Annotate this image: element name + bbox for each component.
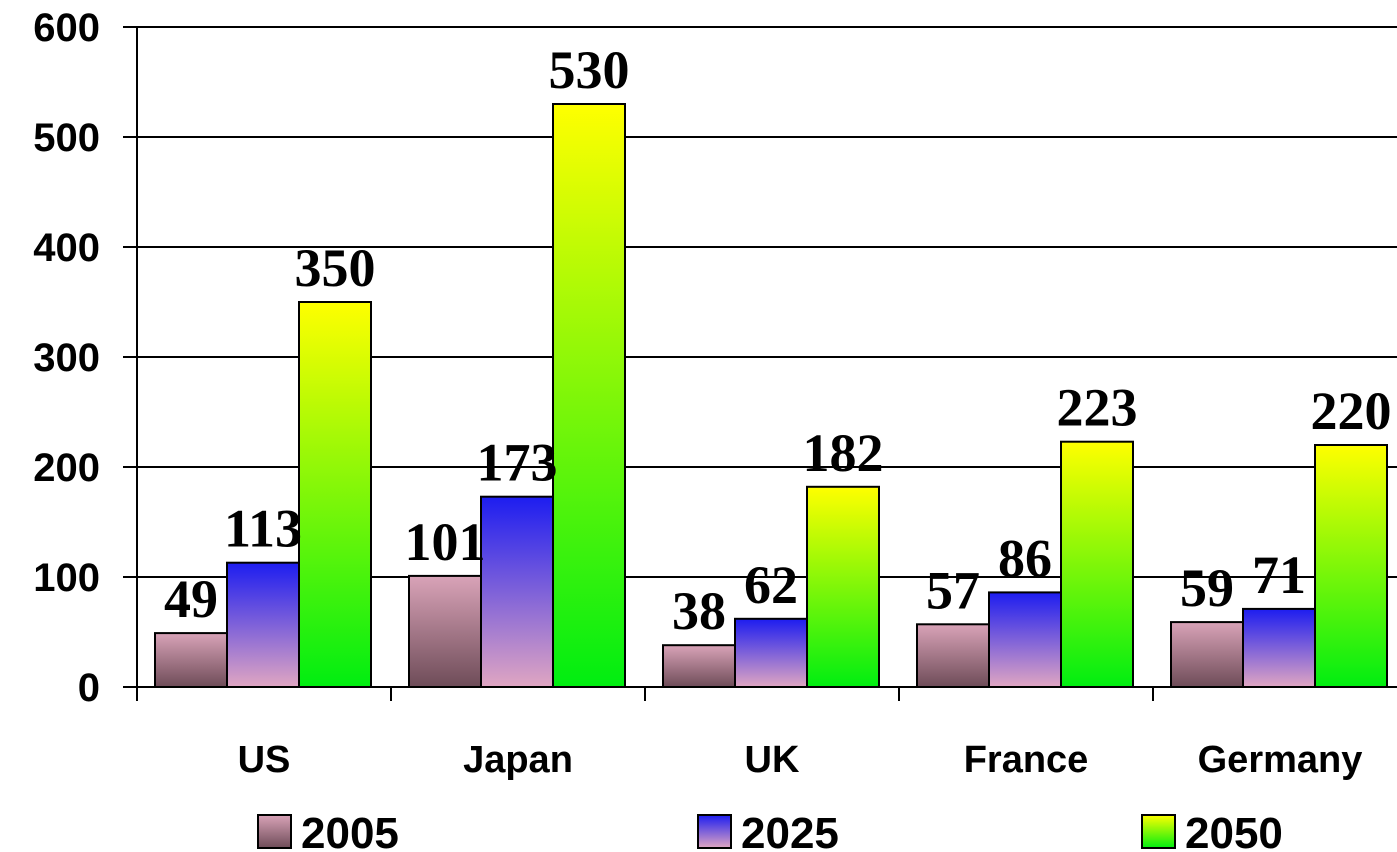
bar-uk-2025 (734, 617, 808, 688)
y-tick-label: 0 (78, 666, 100, 710)
data-label: 182 (803, 423, 884, 483)
data-label: 350 (295, 238, 376, 298)
data-label: 62 (744, 555, 798, 615)
legend-swatch-2025 (697, 814, 732, 849)
data-label: 101 (405, 512, 486, 572)
data-label: 49 (164, 569, 218, 629)
bar-japan-2050 (552, 103, 626, 688)
bar-france-2005 (916, 623, 990, 688)
bar-france-2025 (988, 591, 1062, 689)
bar-us-2050 (298, 301, 372, 688)
category-label: US (238, 739, 291, 781)
data-label: 530 (549, 40, 630, 100)
bar-uk-2050 (806, 485, 880, 688)
bar-germany-2025 (1242, 607, 1316, 689)
y-axis-ticks: 0 100 200 300 400 500 600 (33, 6, 100, 710)
y-tick-label: 300 (33, 336, 100, 380)
bar-germany-2050 (1314, 444, 1388, 688)
bar-us-2025 (226, 561, 300, 689)
bar-japan-2005 (408, 574, 482, 689)
data-label: 59 (1180, 558, 1234, 618)
category-label: Germany (1198, 739, 1363, 781)
legend-label: 2050 (1185, 809, 1283, 852)
data-label: 173 (477, 433, 558, 493)
bar-germany-2005 (1170, 621, 1244, 688)
legend: 2005 2025 2050 (257, 809, 1283, 852)
category-label: France (964, 739, 1089, 781)
data-label: 71 (1252, 545, 1306, 605)
bars (154, 103, 1388, 689)
data-label: 220 (1311, 381, 1392, 441)
bar-us-2005 (154, 632, 228, 688)
bar-uk-2005 (662, 644, 736, 689)
bar-japan-2025 (480, 495, 554, 689)
axes (123, 26, 1397, 701)
category-label: UK (745, 739, 800, 781)
legend-swatch-2050 (1141, 814, 1176, 849)
y-tick-label: 200 (33, 446, 100, 490)
bar-france-2050 (1060, 440, 1134, 689)
data-label: 57 (926, 560, 980, 620)
data-label: 86 (998, 528, 1052, 588)
legend-label: 2005 (301, 809, 399, 852)
category-label: Japan (463, 739, 573, 781)
data-label: 38 (672, 581, 726, 641)
y-tick-label: 400 (33, 226, 100, 270)
y-tick-label: 100 (33, 556, 100, 600)
y-tick-label: 600 (33, 6, 100, 50)
legend-swatch-2005 (257, 814, 292, 849)
data-label: 223 (1057, 378, 1138, 438)
legend-label: 2025 (741, 809, 839, 852)
y-tick-label: 500 (33, 116, 100, 160)
data-label: 113 (224, 499, 302, 559)
category-labels: US Japan UK France Germany (238, 739, 1363, 781)
